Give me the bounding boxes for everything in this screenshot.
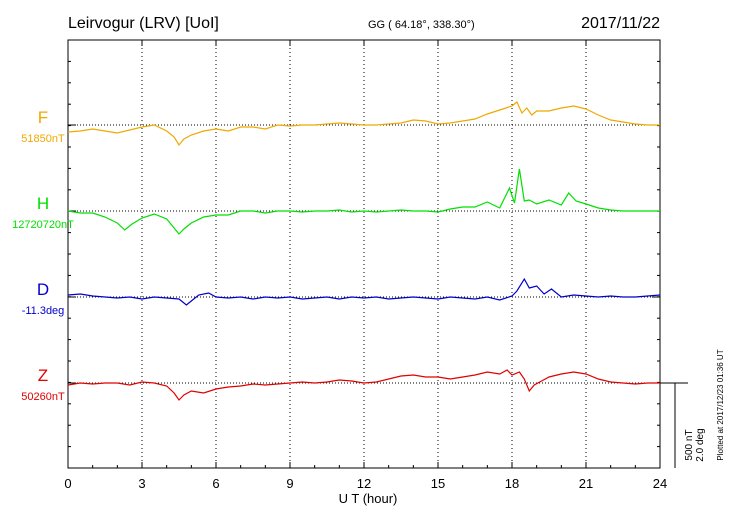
- series-line-z: [67, 369, 660, 401]
- series-line-h: [67, 168, 660, 235]
- x-tick-label: 21: [579, 476, 593, 491]
- series-baseline-z: 50260nT: [21, 391, 65, 403]
- series-labels: F 51850nT H 12720720nT D -11.3deg Z 50260nT: [12, 108, 74, 403]
- x-tick-label: 15: [431, 476, 445, 491]
- x-tick-label: 18: [505, 476, 519, 491]
- x-tick-label: 24: [653, 476, 667, 491]
- scale-bar-deg: 2.0 deg: [695, 428, 706, 461]
- scale-bar-nt: 500 nT: [684, 429, 695, 460]
- x-axis-label: U T (hour): [339, 491, 398, 506]
- series-baseline-d: -11.3deg: [22, 305, 65, 317]
- x-tick-label: 3: [138, 476, 145, 491]
- x-tick-label: 0: [64, 476, 71, 491]
- x-tick-label: 12: [357, 476, 371, 491]
- coords-label: GG ( 64.18°, 338.30°): [368, 19, 475, 31]
- series-line-f: [67, 101, 660, 147]
- x-tick-label: 9: [286, 476, 293, 491]
- plotted-note: Plotted at 2017/12/23 01:36 UT: [716, 349, 725, 460]
- series-name-d: D: [37, 280, 49, 299]
- series-group: [67, 101, 661, 401]
- station-title: Leirvogur (LRV) [UoI]: [68, 15, 219, 32]
- series-name-f: F: [38, 108, 48, 127]
- date-label: 2017/11/22: [581, 15, 660, 32]
- series-baseline-f: 51850nT: [21, 133, 65, 145]
- x-tick-labels: 0 3 6 9 12 15 18 21 24: [64, 476, 667, 491]
- series-baseline-h: 12720720nT: [12, 219, 74, 231]
- series-name-z: Z: [38, 366, 48, 385]
- series-line-d: [67, 277, 661, 306]
- grid: [68, 40, 660, 468]
- x-tick-label: 6: [212, 476, 219, 491]
- series-name-h: H: [37, 194, 49, 213]
